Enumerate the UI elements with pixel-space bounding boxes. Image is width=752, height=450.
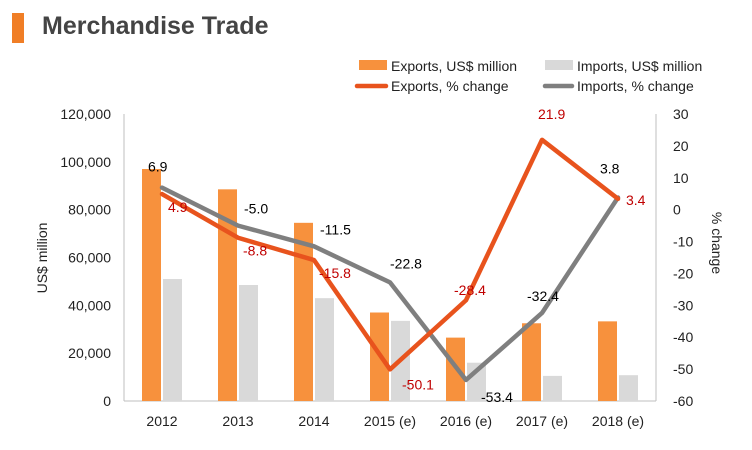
legend-swatch-imports-bar [545, 60, 573, 70]
bar-exports [142, 169, 161, 401]
data-label-exports-change: -28.4 [454, 282, 486, 298]
bar-imports [543, 375, 562, 401]
data-label-imports-change: -5.0 [244, 201, 268, 217]
y-tick-label: 80,000 [68, 202, 111, 218]
y2-tick-label: 10 [673, 170, 689, 186]
bar-exports [598, 321, 617, 401]
data-label-imports-change: 6.9 [148, 159, 168, 175]
x-tick-label: 2015 (e) [364, 413, 416, 429]
bar-imports [315, 298, 334, 401]
data-label-imports-change: 3.8 [600, 161, 620, 177]
data-label-exports-change: 21.9 [538, 106, 565, 122]
bar-imports [619, 375, 638, 401]
legend-label-imports-bar: Imports, US$ million [577, 58, 702, 74]
legend-label-exports-line: Exports, % change [391, 78, 509, 94]
y2-tick-label: -50 [673, 361, 693, 377]
y-tick-label: 120,000 [60, 106, 111, 122]
y2-tick-label: -40 [673, 329, 693, 345]
y-tick-label: 100,000 [60, 154, 111, 170]
line-exports-change [159, 137, 621, 372]
page-title: Merchandise Trade [42, 12, 269, 40]
legend-swatch-exports-bar [359, 60, 387, 70]
data-label-exports-change: -50.1 [402, 376, 434, 392]
y-tick-label: 20,000 [68, 345, 111, 361]
data-label-imports-change: -11.5 [320, 221, 351, 237]
y-tick-label: 0 [103, 393, 111, 409]
data-label-exports-change: 3.4 [626, 192, 646, 208]
legend-label-exports-bar: Exports, US$ million [391, 58, 517, 74]
data-label-imports-change: -32.4 [527, 288, 559, 304]
bar-imports [163, 279, 182, 401]
x-tick-label: 2014 [298, 413, 329, 429]
x-tick-label: 2017 (e) [516, 413, 568, 429]
y2-tick-label: -30 [673, 297, 693, 313]
bar-exports [522, 323, 541, 401]
data-label-exports-change: -15.8 [319, 265, 351, 281]
bar-exports [218, 189, 237, 401]
y-tick-label: 40,000 [68, 297, 111, 313]
y2-tick-label: -10 [673, 234, 693, 250]
y2-tick-label: -20 [673, 265, 693, 281]
y2-tick-label: -60 [673, 393, 693, 409]
x-tick-label: 2016 (e) [440, 413, 492, 429]
y2-tick-label: 0 [673, 202, 681, 218]
data-label-exports-change: -8.8 [243, 243, 267, 259]
legend-label-imports-line: Imports, % change [577, 78, 694, 94]
y-axis-title: US$ million [34, 223, 50, 294]
line-imports-change [159, 185, 621, 383]
x-tick-label: 2012 [146, 413, 177, 429]
x-tick-label: 2018 (e) [592, 413, 644, 429]
data-label-imports-change: -53.4 [481, 389, 513, 405]
bar-exports [294, 222, 313, 401]
x-tick-label: 2013 [222, 413, 253, 429]
y2-axis-title: % change [709, 212, 725, 274]
data-label-imports-change: -22.8 [390, 255, 422, 271]
y-tick-label: 60,000 [68, 250, 111, 266]
y2-tick-label: 30 [673, 106, 689, 122]
y2-tick-label: 20 [673, 138, 689, 154]
data-label-exports-change: 4.9 [168, 199, 188, 215]
bar-imports [239, 285, 258, 401]
title-accent-bar [12, 13, 24, 43]
